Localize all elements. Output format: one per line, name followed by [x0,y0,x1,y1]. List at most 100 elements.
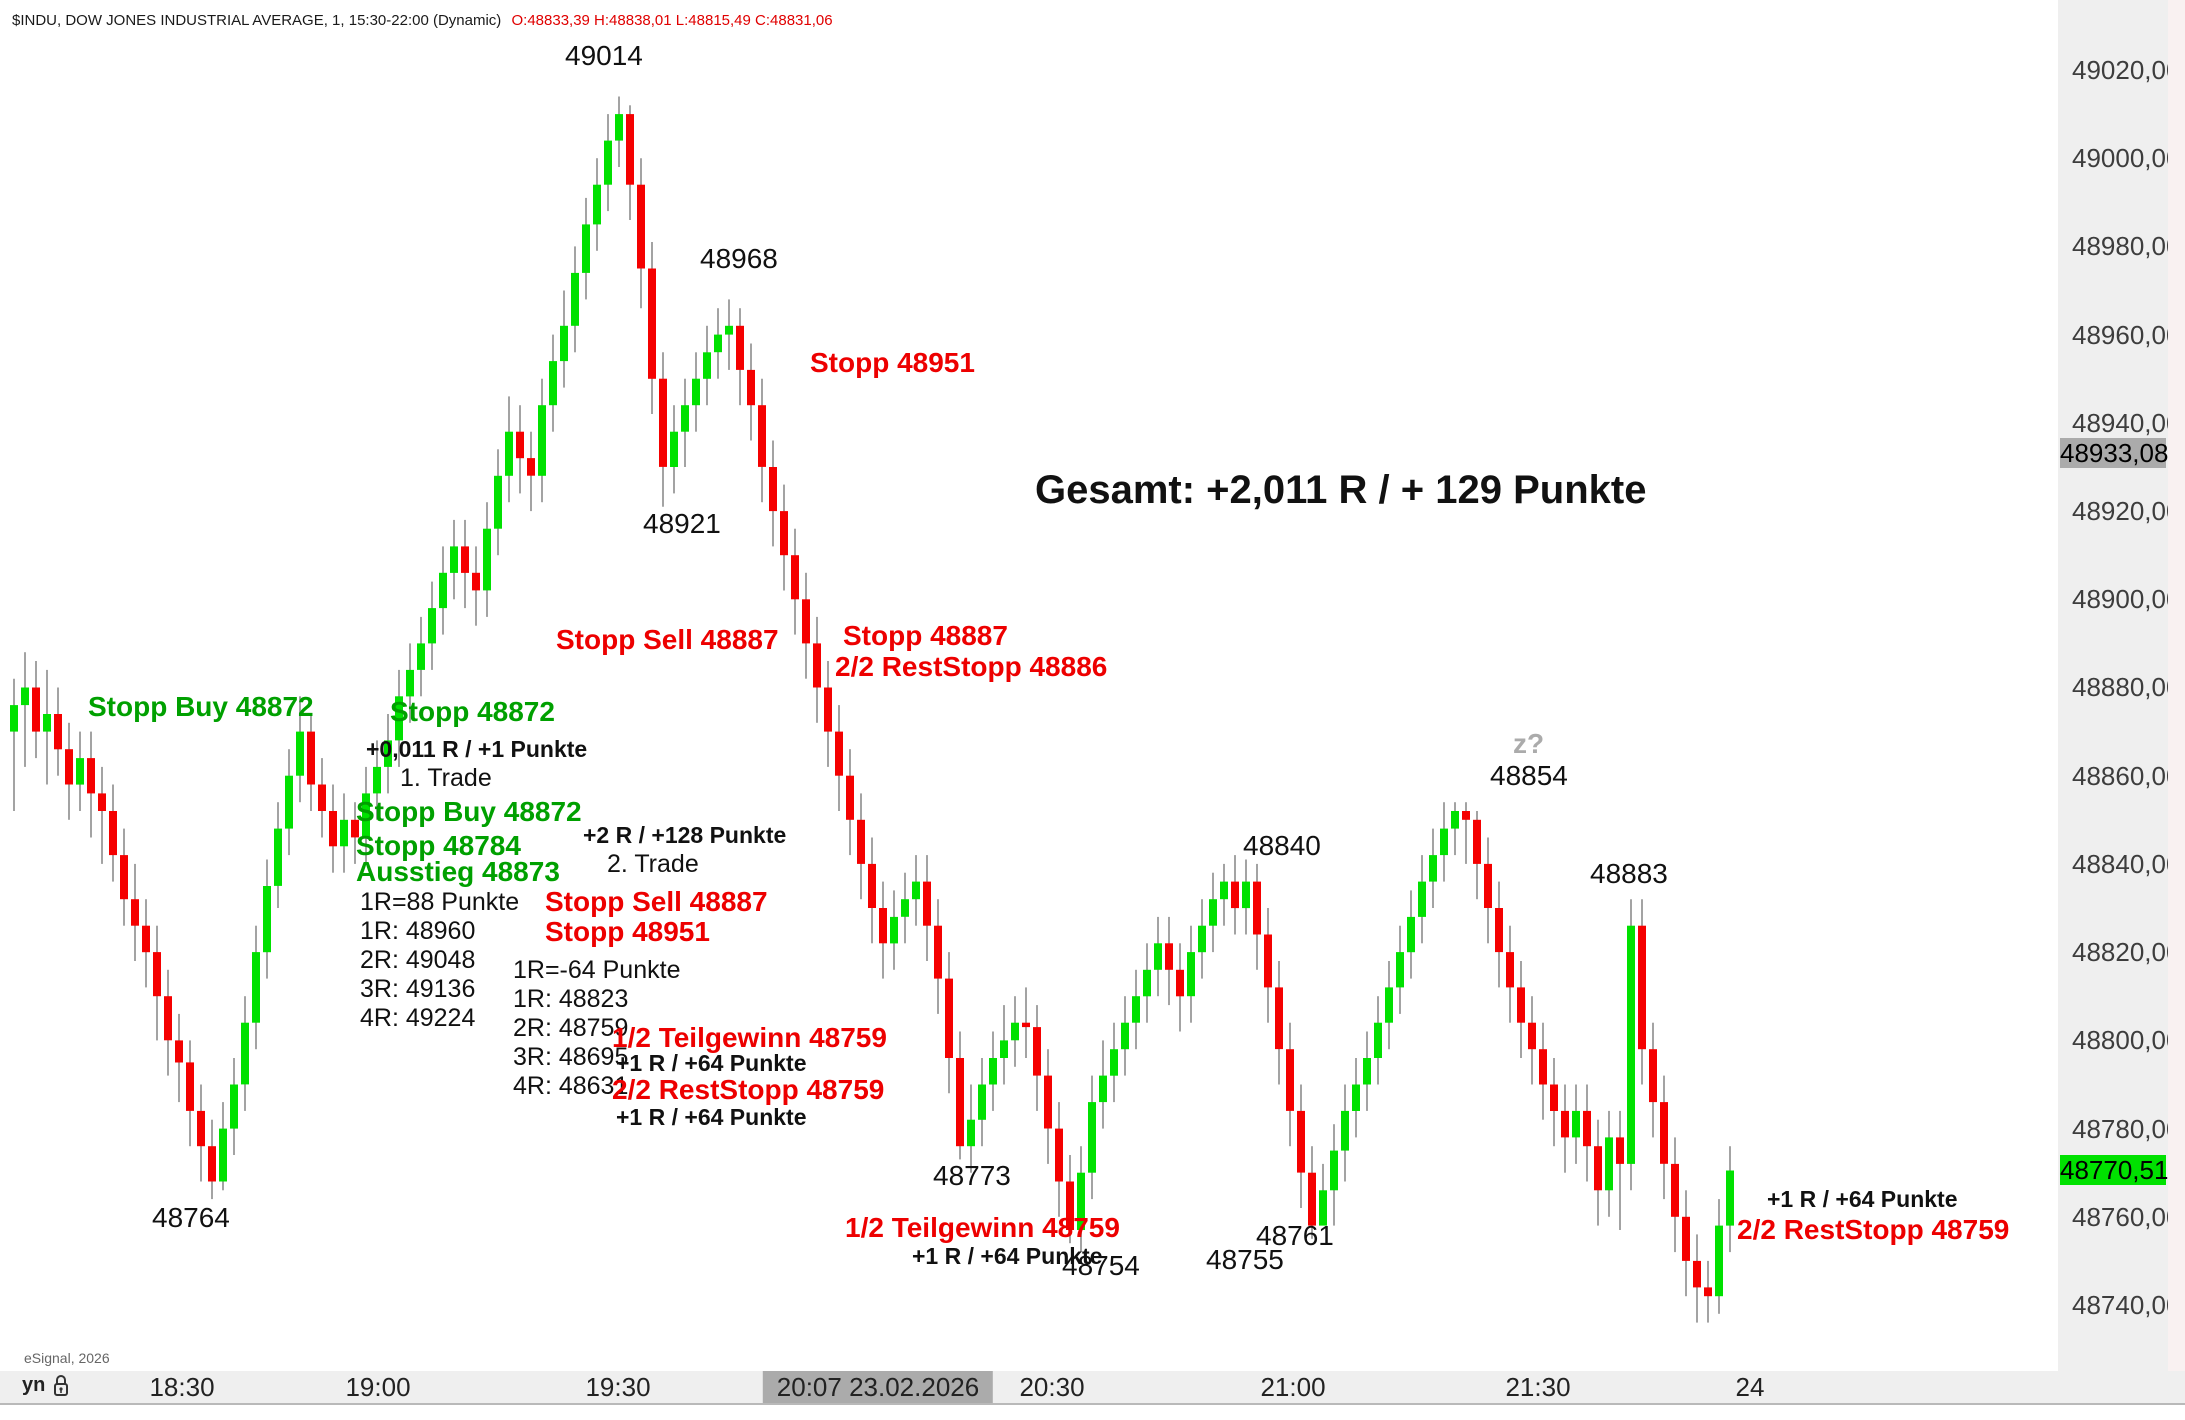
annotation-gain-trade1: +0,011 R / +1 Punkte [366,736,588,762]
candle-body-up [274,828,282,886]
candle-body-down [1660,1102,1668,1164]
candle-body-up [1572,1110,1580,1138]
candle-body-down [1594,1146,1602,1191]
candle-body-down [164,996,172,1041]
candle-body-up [1363,1058,1371,1085]
candle-body-up [450,546,458,573]
y-axis-tick: 48780,00 [2072,1113,2181,1144]
candle-body-up [703,352,711,379]
candle-body-down [1682,1216,1690,1261]
candle-body-up [483,528,491,591]
scrollbar-track[interactable] [2168,0,2185,1403]
candle-body-up [1099,1075,1107,1103]
candle-body-down [648,268,656,379]
annotation-stopp-48872: Stopp 48872 [390,696,555,727]
candle-body-down [318,784,326,811]
candle-body-up [1726,1170,1734,1226]
candle-body-up [1198,925,1206,953]
candle-body-down [175,1040,183,1063]
candle-body-down [1484,863,1492,908]
time-tick: 24 [1735,1372,1765,1402]
candle-body-up [1605,1137,1613,1191]
annotation-reststopp-48759-2: 2/2 RestStopp 48759 [1737,1214,2010,1245]
candle-body-down [1264,934,1272,988]
time-tick: 19:30 [585,1372,651,1402]
candle-body-up [604,140,612,185]
candle-body-down [945,978,953,1058]
chart-title-bar: $INDU, DOW JONES INDUSTRIAL AVERAGE, 1, … [12,12,833,29]
candle-body-up [21,687,29,706]
annotation-gain-1r-c: +1 R / +64 Punkte [912,1243,1103,1269]
candle-body-down [1275,987,1283,1050]
candle-body-down [791,555,799,600]
annotation-trade-2: 2. Trade [607,850,699,878]
candle-body-up [692,378,700,406]
candle-body-down [307,731,315,785]
annotation-gain-1r-b: +1 R / +64 Punkte [616,1104,807,1130]
candle-body-down [1253,881,1261,935]
candle-body-down [923,881,931,926]
candle-body-up [549,361,557,406]
candle-body-up [1209,899,1217,926]
candle-body-up [1077,1172,1085,1230]
y-axis-tick: 48860,00 [2072,760,2181,791]
candle-body-down [32,687,40,732]
annotation-stopp-48784: Stopp 48784 [356,830,521,861]
candle-body-down [54,714,62,750]
annotation-line: 4R: 48631 [513,1072,629,1100]
price-axis[interactable]: 49020,00 49000,00 48980,00 48960,00 48940,00… [2058,0,2180,1403]
annotation-high-48968: 48968 [700,243,778,274]
price-marker-badge: 48933,08 [2060,438,2169,469]
annotation-r-list-long: 1R=88 Punkte 1R: 48960 2R: 49048 3R: 49136 4… [360,888,519,1033]
candle-body-up [439,572,447,609]
candle-body-up [1341,1110,1349,1151]
annotation-low-48755: 48755 [1206,1244,1284,1275]
candle-body-up [373,766,381,794]
candlestick-chart[interactable] [0,0,2185,1360]
candle-body-up [406,669,414,697]
candle-body-down [1308,1172,1316,1226]
candle-body-down [758,405,766,467]
candle-body-down [1539,1049,1547,1085]
candle-body-down [186,1062,194,1111]
annotation-line: 1R=88 Punkte [360,888,520,916]
candle-body-down [98,793,106,811]
candle-body-up [538,405,546,476]
candle-body-down [659,378,667,467]
candle-body-down [1528,1022,1536,1050]
time-axis[interactable]: 18:30 19:00 19:30 20:07 23.02.2026 20:30 21:0… [0,1371,2185,1405]
candle-body-up [1440,828,1448,856]
annotation-gain-1r-d: +1 R / +64 Punkte [1767,1186,1958,1212]
candle-body-up [1011,1022,1019,1041]
lock-icon[interactable] [52,1374,70,1403]
y-axis-tick: 48840,00 [2072,848,2181,879]
dynamic-mode-label[interactable]: yn [22,1374,46,1396]
candle-body-up [494,475,502,529]
annotation-teilgewinn-48759-2: 1/2 Teilgewinn 48759 [845,1212,1120,1243]
annotation-stopp-48951-top: Stopp 48951 [810,347,975,378]
annotation-low-48761: 48761 [1256,1220,1334,1251]
candle-body-up [417,643,425,670]
candle-body-up [1396,952,1404,988]
candle-body-up [1385,987,1393,1023]
candle-body-down [857,819,865,864]
candle-body-down [747,369,755,406]
candle-body-down [1176,969,1184,997]
candle-body-up [10,705,18,732]
annotation-low-48921: 48921 [643,508,721,539]
candle-body-down [1616,1137,1624,1164]
candle-body-up [252,952,260,1023]
candle-body-up [1319,1190,1327,1226]
annotation-z-question: z? [1513,728,1545,759]
annotation-high-48883: 48883 [1590,858,1668,889]
candle-body-down [1473,819,1481,864]
annotation-low-48754: 48754 [1062,1250,1140,1281]
candle-body-down [846,775,854,820]
annotation-ausstieg-48873: Ausstieg 48873 [356,856,560,887]
candle-body-down [1286,1049,1294,1111]
candle-body-up [1627,925,1635,1164]
candle-body-down [120,855,128,900]
y-axis-tick: 48800,00 [2072,1025,2181,1056]
candle-body-up [340,819,348,847]
candle-body-up [1330,1150,1338,1191]
